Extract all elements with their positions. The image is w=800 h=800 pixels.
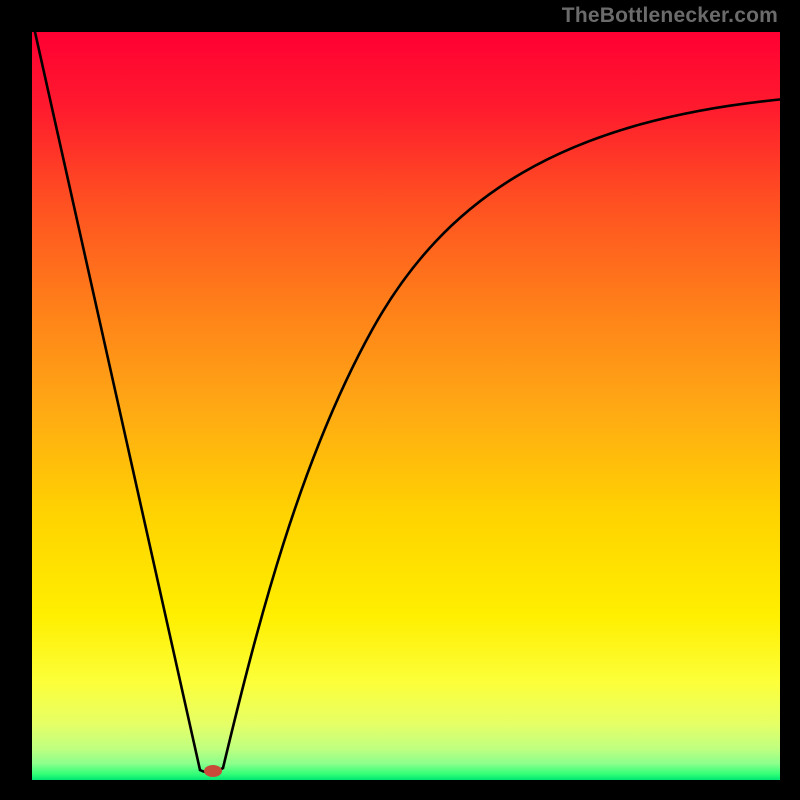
- chart-frame: TheBottlenecker.com: [0, 0, 800, 800]
- bottleneck-curve: [0, 0, 800, 800]
- watermark-text: TheBottlenecker.com: [562, 4, 778, 28]
